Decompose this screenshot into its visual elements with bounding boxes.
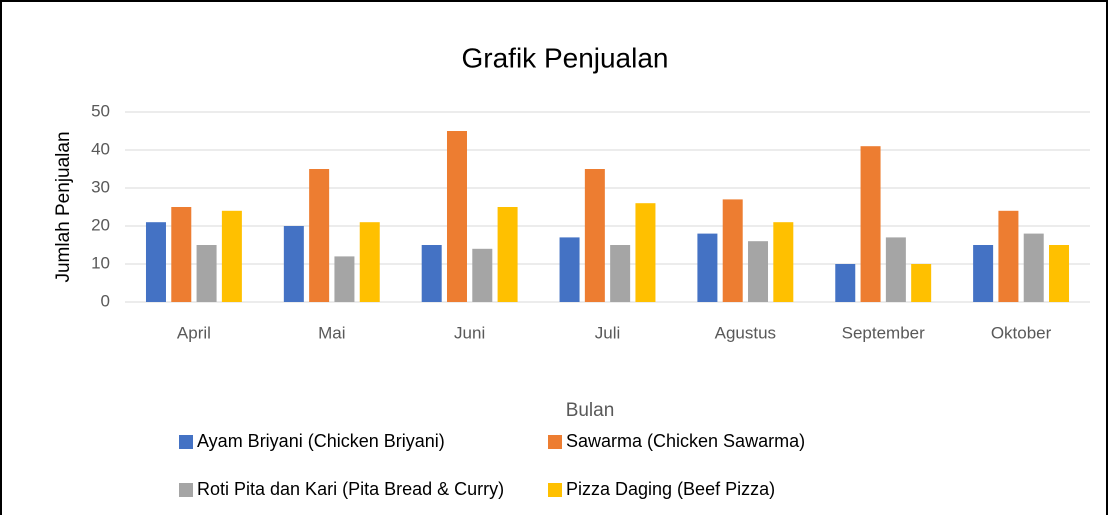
- bar: [145, 222, 166, 302]
- bar: [610, 245, 631, 302]
- bar: [1049, 245, 1070, 302]
- bar: [998, 210, 1019, 302]
- legend-swatch: [548, 483, 562, 497]
- x-tick-label: Mai: [318, 323, 345, 342]
- bar: [860, 146, 881, 302]
- bar: [283, 226, 304, 302]
- y-tick-label: 20: [91, 215, 110, 234]
- y-axis-label: Jumlah Penjualan: [53, 131, 74, 282]
- legend-label: Pizza Daging (Beef Pizza): [566, 479, 775, 499]
- legend-swatch: [548, 435, 562, 449]
- x-axis-label: Bulan: [566, 400, 615, 421]
- bar: [334, 256, 355, 302]
- bar: [446, 131, 467, 302]
- bar: [697, 233, 718, 302]
- bar: [748, 241, 769, 302]
- y-tick-label: 10: [91, 253, 110, 272]
- x-tick-label: Agustus: [715, 323, 776, 342]
- bar: [359, 222, 380, 302]
- legend-swatch: [179, 435, 193, 449]
- bar: [835, 264, 856, 302]
- y-tick-label: 50: [91, 101, 110, 120]
- bar: [911, 264, 932, 302]
- bar: [472, 248, 493, 302]
- x-tick-label: September: [842, 323, 925, 342]
- y-tick-label: 30: [91, 177, 110, 196]
- bar: [171, 207, 192, 302]
- bar: [635, 203, 656, 302]
- y-tick-label: 0: [101, 291, 110, 310]
- legend-swatch: [179, 483, 193, 497]
- legend-label: Sawarma (Chicken Sawarma): [566, 431, 805, 451]
- chart-title: Grafik Penjualan: [461, 42, 668, 73]
- x-tick-label: Juli: [595, 323, 621, 342]
- bar: [497, 207, 518, 302]
- bar: [773, 222, 794, 302]
- bar: [309, 169, 330, 302]
- bar: [584, 169, 605, 302]
- legend-label: Ayam Briyani (Chicken Briyani): [197, 431, 445, 451]
- bar: [196, 245, 217, 302]
- bar: [559, 237, 580, 302]
- bar: [1023, 233, 1044, 302]
- legend-label: Roti Pita dan Kari (Pita Bread & Curry): [197, 479, 504, 499]
- x-tick-label: Oktober: [991, 323, 1052, 342]
- bar: [421, 245, 442, 302]
- x-tick-label: Juni: [454, 323, 485, 342]
- bar: [885, 237, 906, 302]
- bar: [722, 199, 743, 302]
- bar: [221, 210, 242, 302]
- x-tick-label: April: [177, 323, 211, 342]
- bar: [973, 245, 994, 302]
- y-tick-label: 40: [91, 139, 110, 158]
